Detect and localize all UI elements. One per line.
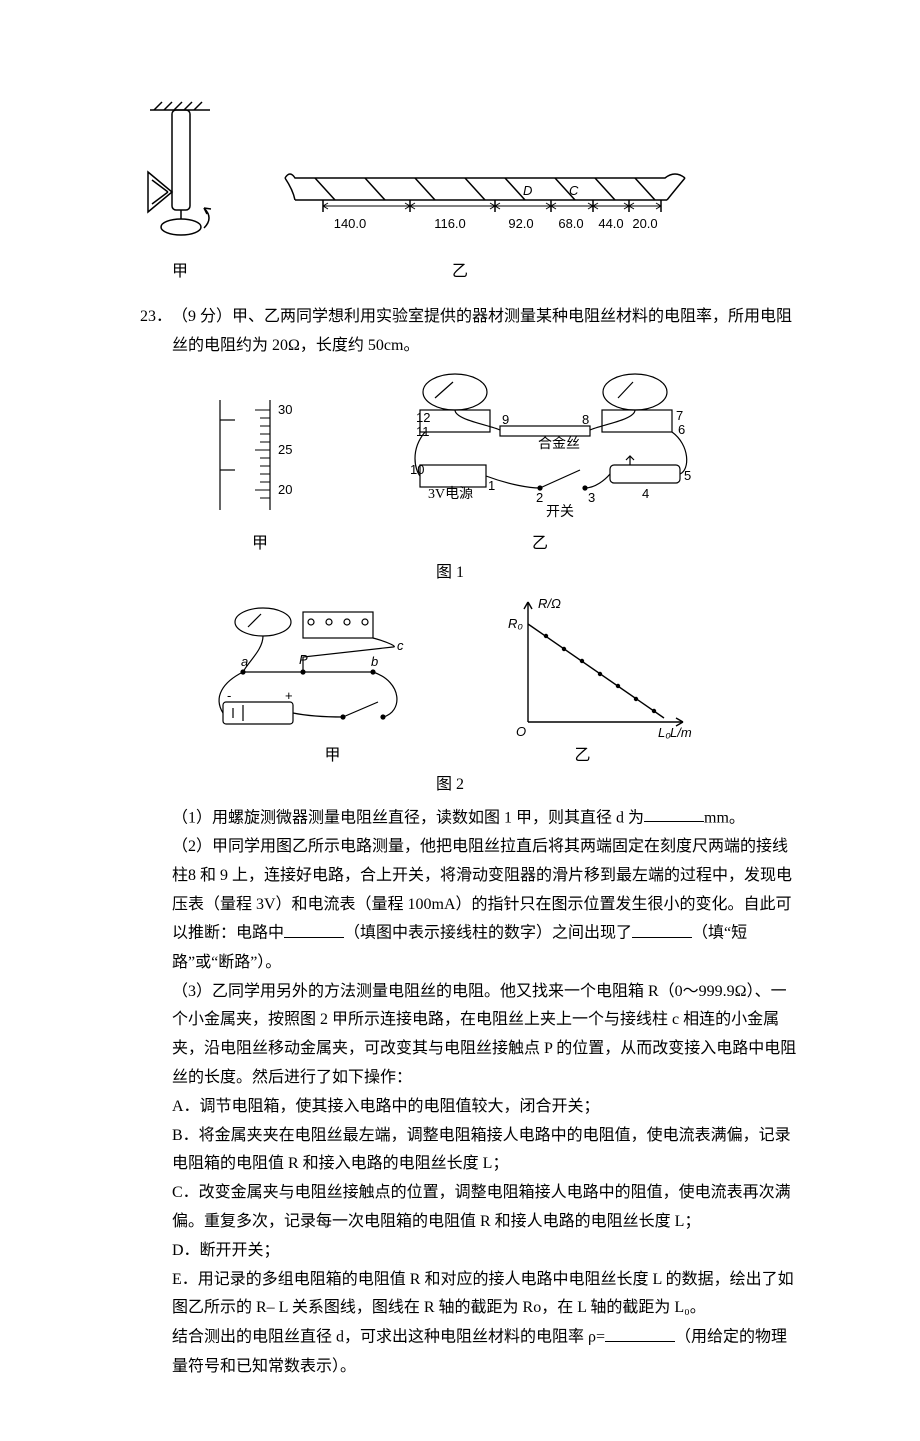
svg-text:3: 3 [588, 490, 595, 505]
q23-fig-bottom: a P b c - + [200, 592, 700, 800]
tape-tick-3: 68.0 [558, 216, 583, 231]
svg-text:9: 9 [502, 412, 509, 427]
circuit-svg-1: 12 11 10 9 8 7 6 5 4 3 2 1 合金丝 3V电源 开关 [380, 370, 700, 530]
fig2-bot-center: 图 2 [200, 771, 700, 800]
svg-text:8: 8 [582, 412, 589, 427]
alloy-label: 合金丝 [538, 436, 580, 452]
q23-part2-b: （填图中表示接线柱的数字）之间出现了 [344, 925, 632, 942]
graph-l0: L₀ [658, 725, 671, 740]
svg-text:a: a [241, 654, 248, 669]
q23-stepA: A．调节电阻箱，使其接入电路中的电阻值较大，闭合开关； [140, 1093, 800, 1122]
figure-row-1-captions: 甲 乙 [140, 258, 800, 287]
tape-tick-2: 92.0 [508, 216, 533, 231]
q23-part1-pre: （1）用螺旋测微器测量电阻丝直径，读数如图 1 甲，则其直径 d 为 [172, 809, 644, 826]
tape-tick-5: 20.0 [632, 216, 657, 231]
tape-tick-1: 116.0 [434, 216, 466, 231]
svg-text:c: c [397, 638, 404, 653]
svg-text:6: 6 [678, 422, 685, 437]
mic-tick-25: 25 [278, 442, 292, 457]
fig2-bot-yi: 乙 [483, 742, 683, 771]
svg-text:-: - [227, 688, 231, 703]
fig1-yi-caption: 乙 [260, 258, 800, 287]
svg-text:4: 4 [642, 486, 649, 501]
q23-head: 23． （9 分）甲、乙两同学想利用实验室提供的器材测量某种电阻丝材料的电阻率，… [140, 303, 800, 361]
graph-origin: O [516, 724, 526, 739]
blank-d[interactable] [644, 804, 704, 823]
svg-text:5: 5 [684, 468, 691, 483]
q23-part1-post: mm。 [704, 809, 745, 826]
switch-label: 开关 [546, 504, 574, 520]
q23-stepE: E．用记录的多组电阻箱的电阻值 R 和对应的接人电路中电阻丝长度 L 的数据，绘… [140, 1266, 800, 1324]
svg-text:+: + [285, 688, 293, 703]
q23-fig-top: 30 25 20 [200, 370, 700, 588]
tape-tick-4: 44.0 [598, 216, 623, 231]
fig1-jia-caption: 甲 [140, 258, 220, 287]
graph-r0: R₀ [508, 616, 523, 631]
q23-part3-intro: （3）乙同学用另外的方法测量电阻丝的电阻。他又找来一个电阻箱 R（0～999.9… [140, 978, 800, 1093]
tape-tick-0: 140.0 [334, 216, 367, 231]
q23-stepC: C．改变金属夹与电阻丝接触点的位置，调整电阻箱接人电路中的阻值，使电流表再次满偏… [140, 1179, 800, 1237]
q23-part2: （2）甲同学用图乙所示电路测量，他把电阻丝拉直后将其两端固定在刻度尺两端的接线柱… [140, 833, 800, 978]
svg-text:12: 12 [416, 410, 430, 425]
svg-text:1: 1 [488, 478, 495, 493]
svg-text:7: 7 [676, 408, 683, 423]
blank-rho[interactable] [605, 1323, 675, 1342]
q23-number: 23． [140, 303, 172, 361]
q23-part3-end: 结合测出的电阻丝直径 d，可求出这种电阻丝材料的电阻率 ρ=（用给定的物理量符号… [140, 1323, 800, 1381]
svg-text:b: b [371, 654, 378, 669]
fig2-top-jia: 甲 [200, 530, 320, 559]
micrometer-svg: 30 25 20 [200, 380, 320, 530]
svg-text:2: 2 [536, 490, 543, 505]
tape-seg-c: C [569, 183, 579, 198]
svg-text:P: P [299, 652, 308, 667]
fig2-top-yi: 乙 [320, 530, 700, 559]
fig1-jia-svg [140, 100, 235, 250]
svg-text:10: 10 [410, 462, 424, 477]
figure-row-1: D C 140.0 116.0 92.0 68.0 44.0 20.0 [140, 100, 800, 250]
q23-part1: （1）用螺旋测微器测量电阻丝直径，读数如图 1 甲，则其直径 d 为 mm。 [140, 804, 800, 833]
q23-part3-end-a: 结合测出的电阻丝直径 d，可求出这种电阻丝材料的电阻率 ρ= [172, 1329, 605, 1346]
source-label: 3V电源 [428, 486, 473, 502]
q23-stem: 甲、乙两同学想利用实验室提供的器材测量某种电阻丝材料的电阻率，所用电阻丝的电阻约… [172, 308, 792, 354]
q23-stepB: B．将金属夹夹在电阻丝最左端，调整电阻箱接人电路中的电阻值，使电流表满偏，记录电… [140, 1122, 800, 1180]
blank-terminals[interactable] [284, 919, 344, 938]
fig2-bot-jia: 甲 [218, 742, 448, 771]
q23-stepD: D．断开开关； [140, 1237, 800, 1266]
blank-fault[interactable] [632, 919, 692, 938]
fig1-yi-svg: D C 140.0 116.0 92.0 68.0 44.0 20.0 [275, 150, 695, 250]
graph-ylabel: R/Ω [538, 596, 561, 611]
fig2-top-center: 图 1 [200, 559, 700, 588]
q23-points: （9 分） [172, 308, 232, 325]
circuit-svg-2: a P b c - + [203, 602, 433, 742]
graph-xlabel: L/m [670, 725, 692, 740]
mic-tick-20: 20 [278, 482, 292, 497]
rl-graph-svg: R/Ω R₀ L/m L₀ O [498, 592, 698, 742]
tape-seg-d: D [523, 183, 532, 198]
mic-tick-30: 30 [278, 402, 292, 417]
svg-text:11: 11 [416, 424, 430, 439]
